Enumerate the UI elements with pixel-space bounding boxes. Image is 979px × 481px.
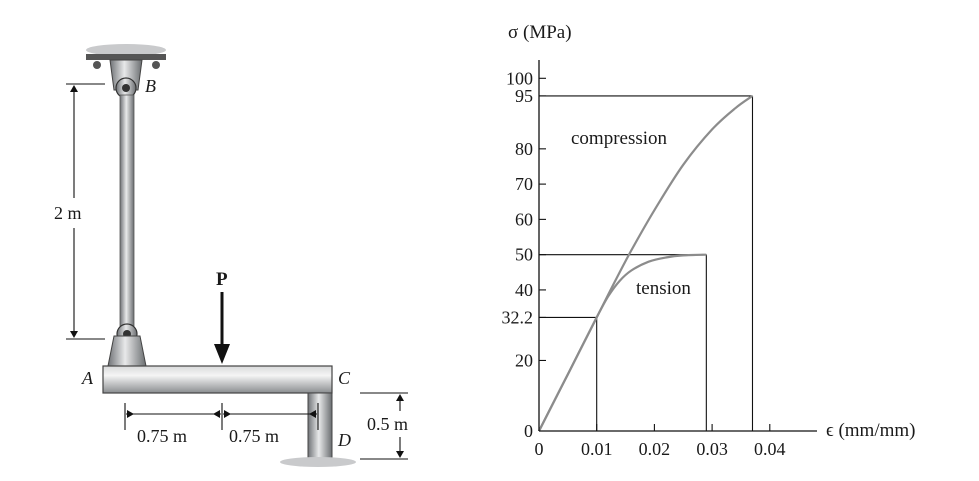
rod-ab [119,94,135,336]
series-label-tension: tension [636,278,691,299]
reference-lines [539,95,754,431]
post-cd [307,392,333,460]
beam-ac [102,365,333,394]
x-tick-label-4: 0.04 [754,439,786,459]
y-tick-label-1: 20 [515,350,533,370]
y-tick-label-9: 100 [506,68,533,88]
y-tick-label-0: 0 [524,421,533,441]
ceiling-plate [86,54,166,60]
series-label-compression: compression [571,128,668,149]
axes [538,60,817,432]
series-line-tension [538,253,707,432]
dimension-post-height-label: 0.5 m [367,414,408,434]
x-tick-label-3: 0.03 [696,439,728,459]
curves [538,95,754,432]
y-tick-label-6: 70 [515,174,533,194]
y-axis-label: σ (MPa) [508,22,572,43]
ceiling-hatch [86,44,166,56]
x-tick-label-2: 0.02 [639,439,671,459]
dimension-rod-length: 2 m [54,83,105,340]
structure-diagram: P B A C D 2 m 0.75 m 0.75 m [54,44,408,467]
bolt-left [93,61,101,69]
point-label-b: B [145,76,156,96]
x-axis-label: ϵ (mm/mm) [826,420,916,441]
point-label-a: A [81,368,94,388]
dimension-span-left-label: 0.75 m [137,426,187,446]
y-tick-label-3: 40 [515,280,533,300]
point-label-d: D [337,430,351,450]
x-tick-label-1: 0.01 [581,439,613,459]
y-tick-label-5: 60 [515,209,533,229]
y-tick-label-7: 80 [515,139,533,159]
bolt-right [152,61,160,69]
dimension-rod-length-label: 2 m [54,203,82,223]
dimension-span-right-label: 0.75 m [229,426,279,446]
y-tick-label-8: 95 [515,86,533,106]
load-label: P [216,269,228,290]
x-tick-label-0: 0 [535,439,544,459]
y-tick-label-2: 32.2 [502,307,534,327]
clevis-a [107,335,147,367]
dimension-span: 0.75 m 0.75 m [124,403,319,446]
pin-b-center [122,84,130,92]
dimension-post-height: 0.5 m [360,392,408,460]
ground-hatch [280,457,356,467]
y-tick-label-4: 50 [515,245,533,265]
load-arrow-head [214,344,230,364]
point-label-c: C [338,368,351,388]
